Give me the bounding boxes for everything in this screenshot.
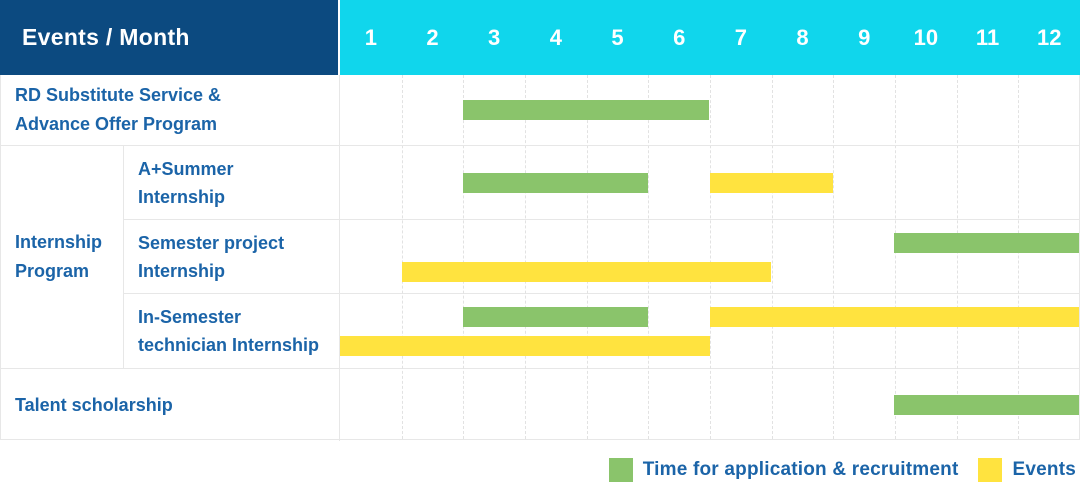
row-label-a-summer-internship: A+Summer Internship [124, 146, 340, 219]
gantt-bar-application [463, 172, 648, 193]
month-header-6: 6 [673, 24, 686, 50]
header-divider [338, 0, 340, 75]
month-header-11: 11 [975, 24, 1000, 50]
row-label-rd-substitute: RD Substitute Service & Advance Offer Pro… [1, 75, 340, 145]
application-swatch-icon [608, 458, 633, 482]
row-label-talent-scholarship: Talent scholarship [1, 369, 340, 441]
group-block-internship-program: Internship Program A+Summer Internship Semes… [1, 146, 1079, 369]
table-row-rd-substitute: RD Substitute Service & Advance Offer Pro… [1, 75, 1079, 146]
chart-cell-in-semester-technician-internship [340, 294, 1079, 368]
month-header-8: 8 [796, 24, 809, 50]
month-header-9: 9 [858, 24, 871, 50]
month-header-3: 3 [488, 24, 501, 50]
table-row-in-semester-technician-internship: In-Semester technician Internship [124, 294, 1079, 368]
table-body: RD Substitute Service & Advance Offer Pro… [0, 75, 1080, 441]
month-header-1: 1 [364, 24, 377, 50]
table-row-a-summer-internship: A+Summer Internship [124, 146, 1079, 220]
row-label-internship-program: Internship Program [1, 146, 124, 368]
table-header-row: Events / Month 1 2 3 4 5 6 7 8 9 10 11 12 [0, 0, 1080, 75]
events-month-header-cell: Events / Month [0, 0, 338, 75]
month-header-10: 10 [913, 24, 939, 50]
gantt-bar-events [401, 262, 772, 282]
gantt-bar-events [340, 336, 710, 356]
legend-label: Time for application & recruitment [642, 459, 959, 480]
gantt-bar-application [894, 233, 1079, 253]
legend-item-events: Events [978, 458, 1076, 482]
gantt-bar-application [463, 100, 710, 120]
gantt-bar-events [709, 307, 1079, 327]
gantt-bar-application [463, 307, 648, 327]
events-swatch-icon [978, 458, 1003, 482]
chart-cell-talent-scholarship [340, 369, 1079, 441]
legend-label: Events [1012, 459, 1076, 480]
row-label-in-semester-technician-internship: In-Semester technician Internship [124, 294, 340, 368]
month-header-2: 2 [426, 24, 439, 50]
table-row-talent-scholarship: Talent scholarship [1, 369, 1079, 441]
gantt-bar-events [709, 172, 833, 193]
row-label-semester-project-internship: Semester project Internship [124, 220, 340, 293]
gantt-bar-application [894, 395, 1079, 415]
month-header-5: 5 [611, 24, 624, 50]
table-row-semester-project-internship: Semester project Internship [124, 220, 1079, 294]
legend-item-application: Time for application & recruitment [608, 458, 959, 482]
month-header-row: 1 2 3 4 5 6 7 8 9 10 11 12 [340, 0, 1080, 75]
month-header-7: 7 [734, 24, 747, 50]
chart-cell-semester-project-internship [340, 220, 1079, 293]
month-header-12: 12 [1036, 24, 1062, 50]
chart-cell-rd-substitute [340, 75, 1079, 145]
chart-cell-a-summer-internship [340, 146, 1079, 219]
legend: Time for application & recruitment Event… [608, 452, 1076, 488]
month-header-4: 4 [549, 24, 562, 50]
